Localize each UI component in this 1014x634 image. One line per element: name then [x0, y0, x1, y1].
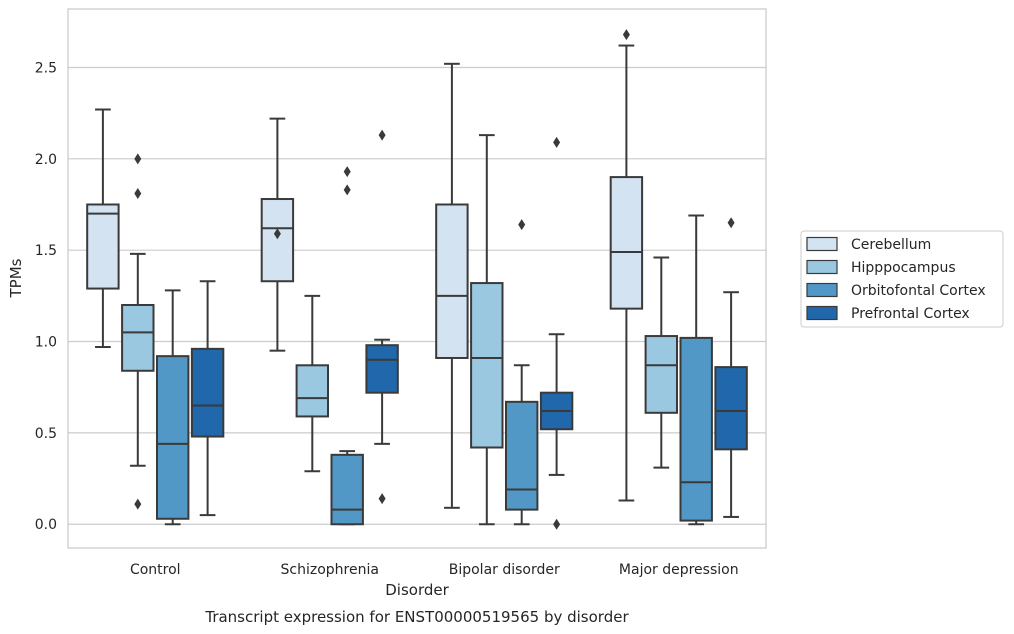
outlier-point: [343, 166, 351, 178]
box-cerebellum-control: [86, 108, 120, 349]
box-hipppocampus-schizophrenia: [295, 294, 330, 473]
legend-swatch-hipppocampus: [806, 259, 838, 275]
outlier-point: [553, 136, 561, 148]
x-axis-label: Disorder: [385, 581, 449, 599]
box-orbitofontal-cortex-bipolar-disorder: [504, 219, 539, 526]
box-hipppocampus-bipolar-disorder: [470, 134, 504, 526]
x-tick-labels: Control Schizophrenia Bipolar disorder Majo…: [130, 562, 739, 578]
box-orbitofontal-cortex-control: [155, 289, 190, 526]
y-tick-label: 0.5: [35, 426, 57, 442]
box-prefrontal-cortex-schizophrenia: [365, 129, 399, 505]
outlier-point: [134, 153, 142, 165]
box-hipppocampus-control: [121, 153, 155, 510]
y-tick-labels: 0.0 0.5 1.0 1.5 2.0 2.5: [35, 60, 57, 533]
box-iqr: [679, 336, 713, 522]
box-iqr: [295, 364, 330, 418]
box-orbitofontal-cortex-schizophrenia: [330, 166, 364, 526]
legend-swatch-prefrontal-cortex: [806, 305, 838, 321]
legend-frame: [800, 230, 1004, 328]
box-iqr: [435, 203, 469, 359]
legend-label-prefrontal-cortex: Prefrontal Cortex: [851, 306, 970, 322]
box-iqr: [121, 303, 155, 372]
outlier-point: [343, 184, 351, 196]
box-iqr: [86, 203, 120, 290]
outlier-point: [622, 29, 630, 41]
y-tick-label: 2.5: [35, 60, 57, 76]
box-iqr: [330, 453, 364, 526]
box-iqr: [714, 366, 748, 451]
legend-swatch-cerebellum: [806, 236, 838, 252]
outlier-point: [134, 188, 142, 200]
x-tick-label: Control: [130, 562, 181, 578]
box-prefrontal-cortex-bipolar-disorder: [539, 136, 574, 530]
y-tick-label: 1.0: [35, 335, 57, 351]
box-cerebellum-major-depression: [609, 29, 644, 502]
outlier-point: [378, 129, 386, 141]
box-iqr: [609, 176, 644, 310]
chart-caption: Transcript expression for ENST0000051956…: [204, 608, 629, 626]
legend-label-hipppocampus: Hipppocampus: [851, 260, 956, 276]
outlier-point: [134, 498, 142, 510]
legend-label-cerebellum: Cerebellum: [851, 237, 931, 253]
box-cerebellum-schizophrenia: [260, 117, 295, 352]
outlier-point: [518, 219, 526, 231]
x-tick-label: Major depression: [619, 562, 739, 578]
box-prefrontal-cortex-control: [190, 280, 225, 517]
y-tick-label: 1.5: [35, 243, 57, 259]
y-axis-label: TPMs: [7, 258, 25, 298]
box-iqr: [155, 355, 190, 520]
outlier-point: [273, 228, 281, 240]
outlier-point: [727, 217, 735, 229]
box-hipppocampus-major-depression: [644, 256, 679, 469]
x-tick-label: Schizophrenia: [281, 562, 379, 578]
y-tick-label: 0.0: [35, 517, 57, 533]
legend: Cerebellum Hipppocampus Orbitofontal Corte…: [800, 230, 1004, 328]
box-cerebellum-bipolar-disorder: [435, 62, 469, 509]
box-orbitofontal-cortex-major-depression: [679, 214, 713, 526]
outlier-point: [378, 493, 386, 505]
legend-swatch-orbitofontal-cortex: [806, 282, 838, 298]
box-series: [86, 29, 748, 530]
box-iqr: [644, 335, 679, 414]
box-iqr: [504, 400, 539, 511]
legend-label-orbitofontal-cortex: Orbitofontal Cortex: [851, 283, 986, 299]
box-prefrontal-cortex-major-depression: [714, 217, 748, 518]
plot-frame: [67, 8, 767, 549]
box-iqr: [365, 344, 399, 394]
x-tick-label: Bipolar disorder: [449, 562, 560, 578]
box-iqr: [190, 347, 225, 438]
y-tick-label: 2.0: [35, 152, 57, 168]
box-iqr: [470, 282, 504, 449]
outlier-point: [553, 518, 561, 530]
box-iqr: [260, 198, 295, 283]
